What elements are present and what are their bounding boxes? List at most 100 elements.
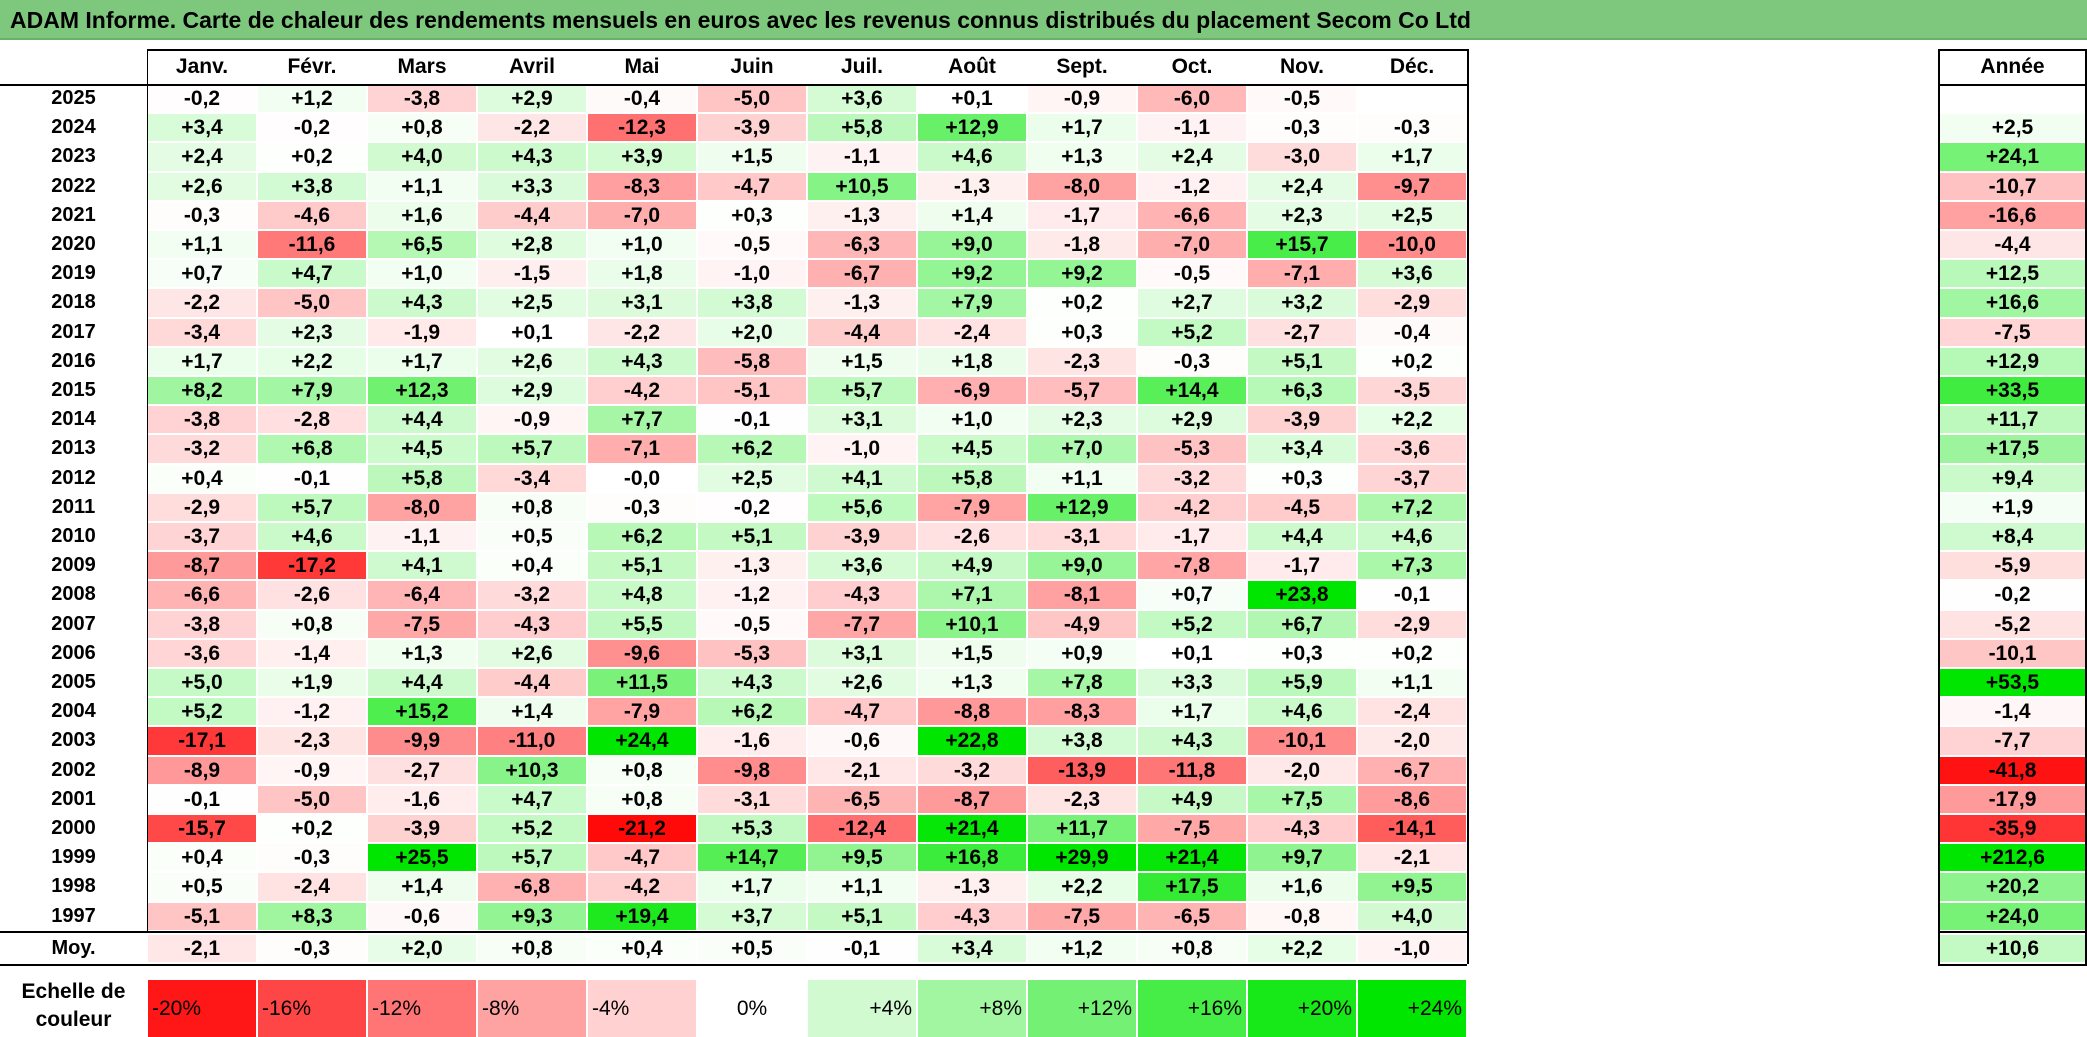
heatmap-cell: +6,5 xyxy=(368,231,476,259)
heatmap-cell: -4,7 xyxy=(808,698,916,726)
heatmap-cell: -10,1 xyxy=(1248,727,1356,755)
heatmap-cell: +4,1 xyxy=(808,464,916,492)
heatmap-cell: +2,4 xyxy=(148,143,256,171)
heatmap-cell: -0,6 xyxy=(368,902,476,930)
heatmap-cell: -2,4 xyxy=(918,318,1026,346)
year-label: 2005 xyxy=(51,671,96,693)
heatmap-cell: +5,7 xyxy=(808,377,916,405)
annual-header: Année xyxy=(1980,55,2045,78)
heatmap-cell: +6,2 xyxy=(698,435,806,463)
heatmap-cell: +4,9 xyxy=(918,552,1026,580)
heatmap-cell: +21,4 xyxy=(918,815,1026,843)
heatmap-cell: +7,5 xyxy=(1248,785,1356,813)
heatmap-cell: -3,4 xyxy=(148,318,256,346)
annual-border-top xyxy=(1938,49,2087,51)
heatmap-cell: +4,3 xyxy=(478,143,586,171)
heatmap-cell: -7,1 xyxy=(1248,260,1356,288)
heatmap-cell: +0,5 xyxy=(148,873,256,901)
heatmap-cell: -4,2 xyxy=(588,377,696,405)
heatmap-cell: +6,2 xyxy=(698,698,806,726)
heatmap-cell: -1,6 xyxy=(368,785,476,813)
heatmap-cell: -2,2 xyxy=(148,289,256,317)
heatmap-cell: +0,8 xyxy=(478,493,586,521)
heatmap-cell: -6,6 xyxy=(148,581,256,609)
heatmap-cell: +7,2 xyxy=(1358,493,1466,521)
heatmap-cell: -3,4 xyxy=(478,464,586,492)
heatmap-cell: -14,1 xyxy=(1358,815,1466,843)
month-header: Juil. xyxy=(840,55,883,78)
heatmap-cell: -5,3 xyxy=(698,639,806,667)
heatmap-cell: -2,3 xyxy=(1028,347,1136,375)
heatmap-cell: +4,8 xyxy=(588,581,696,609)
heatmap-cell: -0,1 xyxy=(698,406,806,434)
heatmap-cell: +11,5 xyxy=(588,669,696,697)
heatmap-cell: -1,3 xyxy=(698,552,806,580)
heatmap-cell: +2,6 xyxy=(148,172,256,200)
heatmap-cell: -6,5 xyxy=(1138,902,1246,930)
heatmap-cell: -2,9 xyxy=(1358,289,1466,317)
heatmap-cell: -2,7 xyxy=(1248,318,1356,346)
heatmap-cell: +2,6 xyxy=(478,347,586,375)
heatmap-cell: +4,3 xyxy=(698,669,806,697)
heatmap-cell: +7,1 xyxy=(918,581,1026,609)
average-cell: +1,2 xyxy=(1028,934,1136,962)
heatmap-cell: -3,8 xyxy=(368,85,476,113)
month-header: Août xyxy=(948,55,996,78)
heatmap-cell: -2,8 xyxy=(258,406,366,434)
heatmap-cell: -1,3 xyxy=(808,289,916,317)
heatmap-cell: -3,1 xyxy=(698,785,806,813)
heatmap-cell: -0,3 xyxy=(588,493,696,521)
month-header: Sept. xyxy=(1056,55,1108,78)
annual-border-bottom xyxy=(1938,964,2087,966)
heatmap-cell: -1,0 xyxy=(698,260,806,288)
heatmap-cell: +0,1 xyxy=(1138,639,1246,667)
heatmap-cell: +2,7 xyxy=(1138,289,1246,317)
heatmap-cell: +5,2 xyxy=(148,698,256,726)
annual-cell: -5,9 xyxy=(1939,552,2086,580)
color-scale-stop: +24% xyxy=(1358,980,1466,1037)
heatmap-cell: -10,0 xyxy=(1358,231,1466,259)
heatmap-cell: -6,3 xyxy=(808,231,916,259)
heatmap-cell: -6,6 xyxy=(1138,201,1246,229)
heatmap-cell: -0,2 xyxy=(698,493,806,521)
heatmap-cell: +11,7 xyxy=(1028,815,1136,843)
heatmap-cell: +0,2 xyxy=(1358,347,1466,375)
average-cell: +0,8 xyxy=(1138,934,1246,962)
year-label: 2017 xyxy=(51,320,96,343)
heatmap-cell: +3,8 xyxy=(258,172,366,200)
heatmap-cell: -3,2 xyxy=(918,756,1026,784)
heatmap-cell: +1,7 xyxy=(1358,143,1466,171)
annual-cell: -10,1 xyxy=(1939,639,2086,667)
heatmap-cell: +19,4 xyxy=(588,902,696,930)
annual-cell: +8,4 xyxy=(1939,523,2086,551)
heatmap-cell: -5,8 xyxy=(698,347,806,375)
heatmap-cell: -3,6 xyxy=(1358,435,1466,463)
color-scale-stop: +20% xyxy=(1248,980,1356,1037)
heatmap-cell: -3,2 xyxy=(1138,464,1246,492)
heatmap-cell: +29,9 xyxy=(1028,844,1136,872)
heatmap-cell: +4,3 xyxy=(368,289,476,317)
heatmap-cell: -0,4 xyxy=(588,85,696,113)
year-label: 2019 xyxy=(51,262,96,285)
heatmap-cell: +0,5 xyxy=(478,523,586,551)
heatmap-cell: +1,1 xyxy=(808,873,916,901)
heatmap-cell: -4,4 xyxy=(478,201,586,229)
header-border-top xyxy=(147,49,1467,51)
heatmap-cell: -4,3 xyxy=(808,581,916,609)
annual-cell: -10,7 xyxy=(1939,172,2086,200)
heatmap-cell: -4,4 xyxy=(478,669,586,697)
month-header: Déc. xyxy=(1389,55,1435,78)
heatmap-cell: +0,8 xyxy=(588,785,696,813)
heatmap-cell: +0,1 xyxy=(478,318,586,346)
color-scale-stop: +4% xyxy=(808,980,916,1037)
heatmap-cell: -3,9 xyxy=(808,523,916,551)
heatmap-cell: +12,3 xyxy=(368,377,476,405)
heatmap-cell: -8,0 xyxy=(368,493,476,521)
average-annual-cell: +10,6 xyxy=(1939,934,2086,962)
heatmap-cell: -3,8 xyxy=(148,610,256,638)
heatmap-cell: +1,7 xyxy=(148,347,256,375)
heatmap-cell: +0,1 xyxy=(918,85,1026,113)
average-label: Moy. xyxy=(51,936,96,959)
average-cell: -0,1 xyxy=(808,934,916,962)
heatmap-cell: +2,5 xyxy=(698,464,806,492)
